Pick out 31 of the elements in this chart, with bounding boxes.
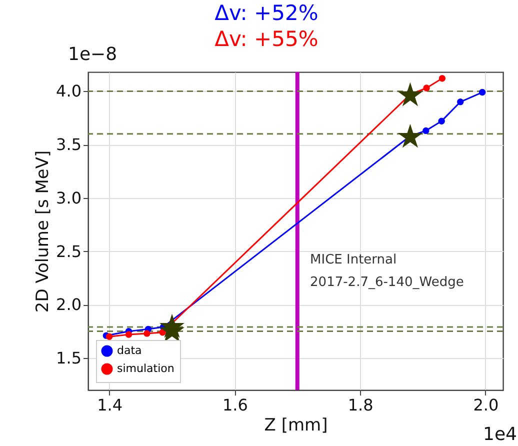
y-tick-label: 4.0 [56,82,82,101]
point [125,331,132,338]
x-tick-label: 1.8 [348,396,374,414]
y-tick-label: 3.5 [56,135,82,154]
point [106,333,113,340]
point [438,118,445,124]
y-axis-title: 2D Volume [s MeV] [33,150,54,313]
point [478,88,486,96]
text: 1e4 [483,424,517,445]
legend-label: simulation [117,362,174,375]
point [422,127,430,134]
y-tick-label: 2.5 [56,242,82,261]
chart-title: Δv: +52% [214,1,318,25]
y-tick-label: 2.0 [56,295,82,314]
chart-subtitle: Δv: +55% [214,27,318,51]
x-tick-label: 1.4 [97,396,123,414]
point [457,98,464,106]
point [423,84,430,92]
annotation: MICE Internal [310,252,397,268]
legend-label: data [117,344,142,357]
x-tick-label: 1.6 [222,396,248,414]
text: 1e−8 [68,44,118,65]
x-axis-title: Z [mm] [264,416,328,436]
point [398,124,423,148]
y-tick-label: 1.5 [56,348,82,368]
point [438,75,446,82]
annotation: 2017-2.7_6-140_Wedge [310,274,464,290]
x-tick-label: 2.0 [473,396,499,414]
point [144,330,150,337]
y-tick-label: 3.0 [56,188,82,208]
point [398,82,423,106]
